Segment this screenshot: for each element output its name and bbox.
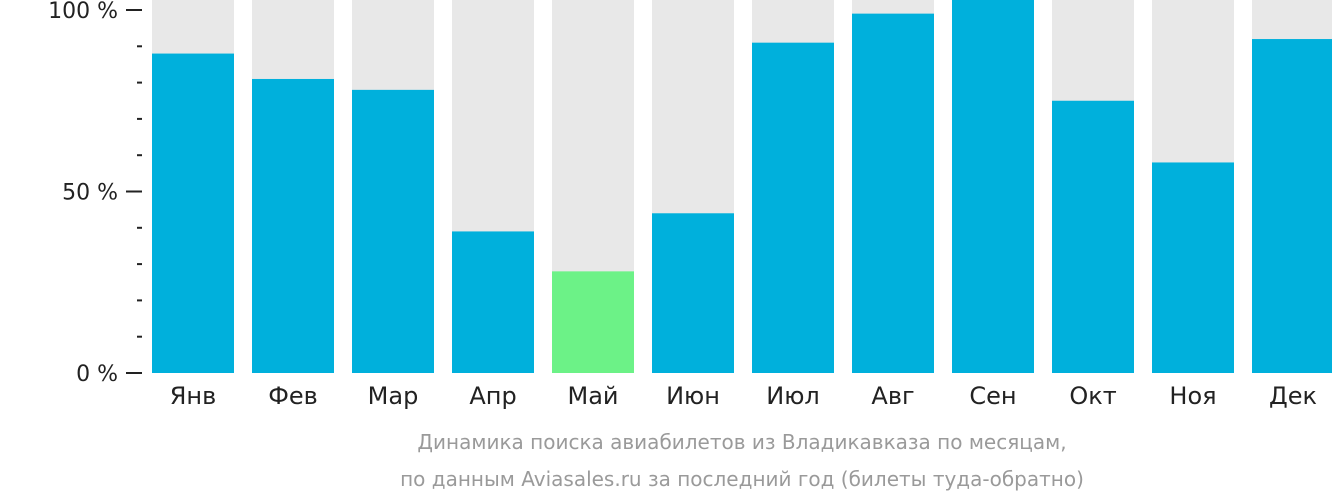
chart-caption-line-2: по данным Aviasales.ru за последний год … — [400, 467, 1084, 491]
y-tick-label: 100 % — [48, 0, 118, 24]
bar-9 — [952, 0, 1034, 373]
x-tick-label: Июн — [666, 382, 720, 410]
y-tick-label: 50 % — [62, 181, 118, 206]
x-axis-labels: Янв Фев Мар Апр Май Июн Июл Авг Сен Окт Ноя Дек — [170, 382, 1317, 410]
bar-1 — [152, 53, 234, 374]
x-tick-label: Мар — [368, 382, 419, 410]
bar-2 — [252, 78, 334, 373]
bar-6 — [652, 213, 734, 373]
bar-4 — [452, 231, 534, 373]
x-tick-label: Авг — [871, 382, 914, 410]
bar-5 — [552, 271, 634, 373]
bar-8 — [852, 13, 934, 373]
x-tick-label: Дек — [1269, 382, 1317, 410]
bar-10 — [1052, 100, 1134, 373]
bar-12 — [1252, 39, 1332, 373]
x-tick-label: Ноя — [1169, 382, 1216, 410]
bar-7 — [752, 42, 834, 374]
x-tick-label: Окт — [1069, 382, 1116, 410]
y-tick-label: 0 % — [76, 362, 118, 387]
bars — [152, 0, 1332, 374]
x-tick-label: Июл — [766, 382, 820, 410]
x-tick-label: Фев — [268, 382, 318, 410]
x-tick-label: Апр — [469, 382, 516, 410]
bar-11 — [1152, 162, 1234, 373]
bar-3 — [352, 89, 434, 374]
x-tick-label: Май — [567, 382, 618, 410]
bar-chart: 0 % 50 % 100 % Янв Фев Мар Апр Май Июн Июл Авг Сен… — [48, 0, 1332, 410]
x-tick-label: Сен — [969, 382, 1016, 410]
y-axis: 0 % 50 % 100 % — [48, 0, 142, 387]
chart-caption-line-1: Динамика поиска авиабилетов из Владикавк… — [417, 430, 1067, 454]
x-tick-label: Янв — [170, 382, 217, 410]
